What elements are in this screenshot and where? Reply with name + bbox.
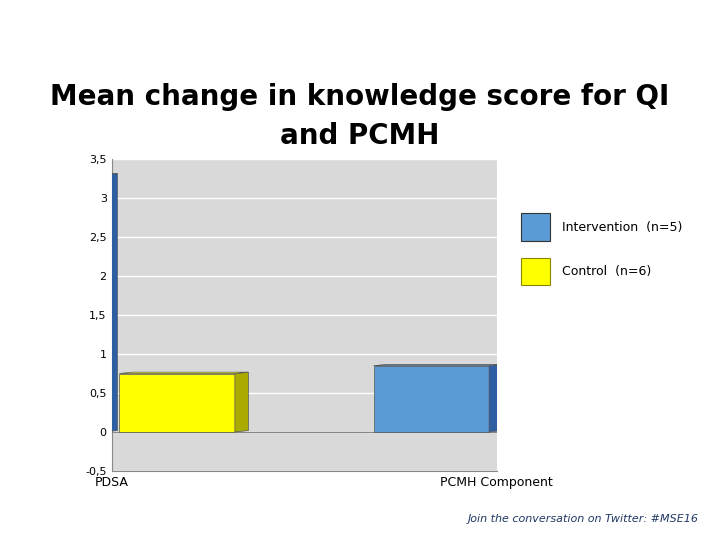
Text: Mean change in knowledge score for QI: Mean change in knowledge score for QI	[50, 84, 670, 111]
Text: and PCMH: and PCMH	[280, 123, 440, 150]
Polygon shape	[120, 372, 248, 374]
Text: Medical Student Education: Medical Student Education	[17, 30, 289, 48]
Bar	[521, 258, 550, 285]
Bar	[120, 374, 235, 432]
Bar	[521, 213, 550, 241]
Text: STFM Conference on: STFM Conference on	[17, 9, 132, 18]
Polygon shape	[620, 430, 634, 459]
Text: Join the conversation on Twitter: #MSE16: Join the conversation on Twitter: #MSE16	[467, 514, 698, 524]
Polygon shape	[374, 364, 503, 366]
Polygon shape	[235, 372, 248, 432]
Bar	[505, 432, 620, 459]
Text: Intervention  (n=5): Intervention (n=5)	[562, 220, 682, 233]
Bar	[0, 175, 104, 432]
Polygon shape	[104, 173, 117, 432]
Polygon shape	[489, 364, 503, 432]
Text: Control  (n=6): Control (n=6)	[562, 265, 651, 278]
Bar	[5, 4, 10, 52]
Polygon shape	[505, 430, 634, 432]
Bar	[374, 366, 489, 432]
Polygon shape	[0, 173, 117, 175]
